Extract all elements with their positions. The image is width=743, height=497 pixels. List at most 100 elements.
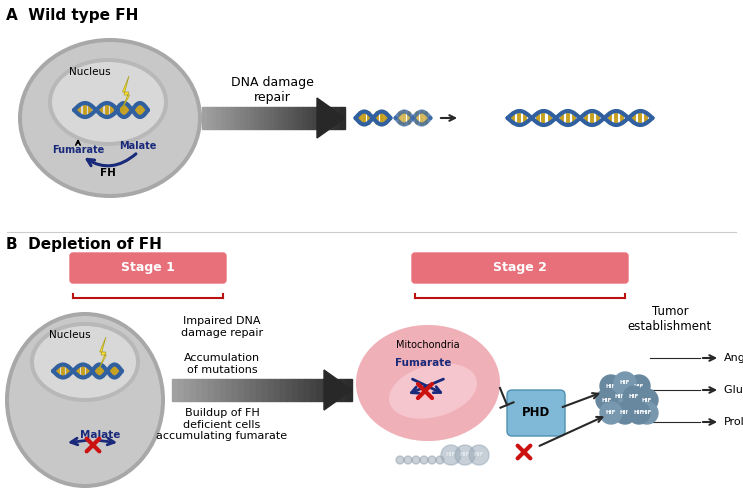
- Text: HIF: HIF: [614, 395, 625, 400]
- Polygon shape: [230, 107, 236, 129]
- Polygon shape: [322, 379, 328, 401]
- Polygon shape: [208, 379, 214, 401]
- Circle shape: [436, 456, 444, 464]
- Polygon shape: [259, 107, 264, 129]
- Text: HIF: HIF: [642, 398, 652, 403]
- Text: HIF: HIF: [606, 411, 616, 415]
- Polygon shape: [324, 370, 352, 410]
- Circle shape: [614, 402, 636, 424]
- Text: Malate: Malate: [120, 141, 157, 151]
- Polygon shape: [331, 107, 336, 129]
- Polygon shape: [292, 379, 298, 401]
- Polygon shape: [236, 107, 240, 129]
- Polygon shape: [297, 107, 302, 129]
- Polygon shape: [244, 379, 250, 401]
- Ellipse shape: [22, 42, 198, 194]
- Polygon shape: [340, 379, 346, 401]
- Ellipse shape: [5, 312, 165, 488]
- Polygon shape: [184, 379, 190, 401]
- Polygon shape: [293, 107, 297, 129]
- Ellipse shape: [9, 316, 161, 484]
- Circle shape: [428, 456, 436, 464]
- Text: Malate: Malate: [80, 430, 120, 440]
- FancyBboxPatch shape: [412, 253, 628, 283]
- Polygon shape: [274, 379, 280, 401]
- Polygon shape: [317, 107, 321, 129]
- Polygon shape: [304, 379, 310, 401]
- Text: PHD: PHD: [522, 407, 550, 419]
- Polygon shape: [232, 379, 238, 401]
- Polygon shape: [172, 379, 178, 401]
- Polygon shape: [316, 379, 322, 401]
- Text: Nucleus: Nucleus: [49, 330, 91, 340]
- Polygon shape: [207, 107, 212, 129]
- Circle shape: [628, 402, 650, 424]
- Polygon shape: [321, 107, 326, 129]
- Polygon shape: [286, 379, 292, 401]
- Text: HIF: HIF: [629, 395, 639, 400]
- Polygon shape: [226, 379, 232, 401]
- Ellipse shape: [389, 363, 477, 418]
- Text: FH: FH: [100, 168, 116, 178]
- Polygon shape: [262, 379, 268, 401]
- Polygon shape: [302, 107, 307, 129]
- Polygon shape: [120, 76, 129, 112]
- Text: Impaired DNA
damage repair: Impaired DNA damage repair: [181, 316, 263, 337]
- Text: A  Wild type FH: A Wild type FH: [6, 8, 138, 23]
- Circle shape: [628, 375, 650, 397]
- Circle shape: [600, 402, 622, 424]
- Ellipse shape: [52, 62, 164, 142]
- Polygon shape: [264, 107, 269, 129]
- Polygon shape: [288, 107, 293, 129]
- Text: Angiogenesis: Angiogenesis: [724, 353, 743, 363]
- Polygon shape: [280, 379, 286, 401]
- Polygon shape: [273, 107, 279, 129]
- Circle shape: [596, 389, 618, 411]
- Text: HIF: HIF: [446, 452, 456, 458]
- Polygon shape: [226, 107, 230, 129]
- FancyBboxPatch shape: [507, 390, 565, 436]
- FancyBboxPatch shape: [70, 253, 226, 283]
- Polygon shape: [268, 379, 274, 401]
- Polygon shape: [346, 379, 352, 401]
- Polygon shape: [311, 107, 317, 129]
- Text: Nucleus: Nucleus: [69, 67, 111, 77]
- Circle shape: [614, 372, 636, 394]
- Polygon shape: [220, 379, 226, 401]
- Polygon shape: [340, 107, 345, 129]
- Text: Fumarate: Fumarate: [395, 358, 451, 368]
- Polygon shape: [307, 107, 311, 129]
- Ellipse shape: [18, 38, 202, 198]
- Polygon shape: [240, 107, 245, 129]
- Text: HIF: HIF: [460, 452, 470, 458]
- Text: DNA damage
repair: DNA damage repair: [230, 76, 314, 104]
- Polygon shape: [298, 379, 304, 401]
- Circle shape: [600, 375, 622, 397]
- Circle shape: [469, 445, 489, 465]
- Polygon shape: [178, 379, 184, 401]
- Polygon shape: [238, 379, 244, 401]
- Circle shape: [404, 456, 412, 464]
- Text: Stage 1: Stage 1: [121, 261, 175, 274]
- Ellipse shape: [34, 326, 136, 398]
- Polygon shape: [256, 379, 262, 401]
- Text: HIF: HIF: [620, 381, 630, 386]
- Polygon shape: [269, 107, 273, 129]
- Text: Accumulation
of mutations: Accumulation of mutations: [184, 353, 260, 375]
- Polygon shape: [283, 107, 288, 129]
- Text: Glucose uptake: Glucose uptake: [724, 385, 743, 395]
- Polygon shape: [214, 379, 220, 401]
- Polygon shape: [250, 107, 254, 129]
- Ellipse shape: [48, 58, 168, 146]
- Circle shape: [412, 456, 420, 464]
- Text: Proliferation: Proliferation: [724, 417, 743, 427]
- Polygon shape: [254, 107, 259, 129]
- Polygon shape: [212, 107, 216, 129]
- Text: Stage 2: Stage 2: [493, 261, 547, 274]
- Text: HIF: HIF: [634, 411, 644, 415]
- Circle shape: [420, 456, 428, 464]
- Polygon shape: [216, 107, 221, 129]
- Text: HIF: HIF: [606, 384, 616, 389]
- Ellipse shape: [356, 325, 500, 441]
- Circle shape: [636, 402, 658, 424]
